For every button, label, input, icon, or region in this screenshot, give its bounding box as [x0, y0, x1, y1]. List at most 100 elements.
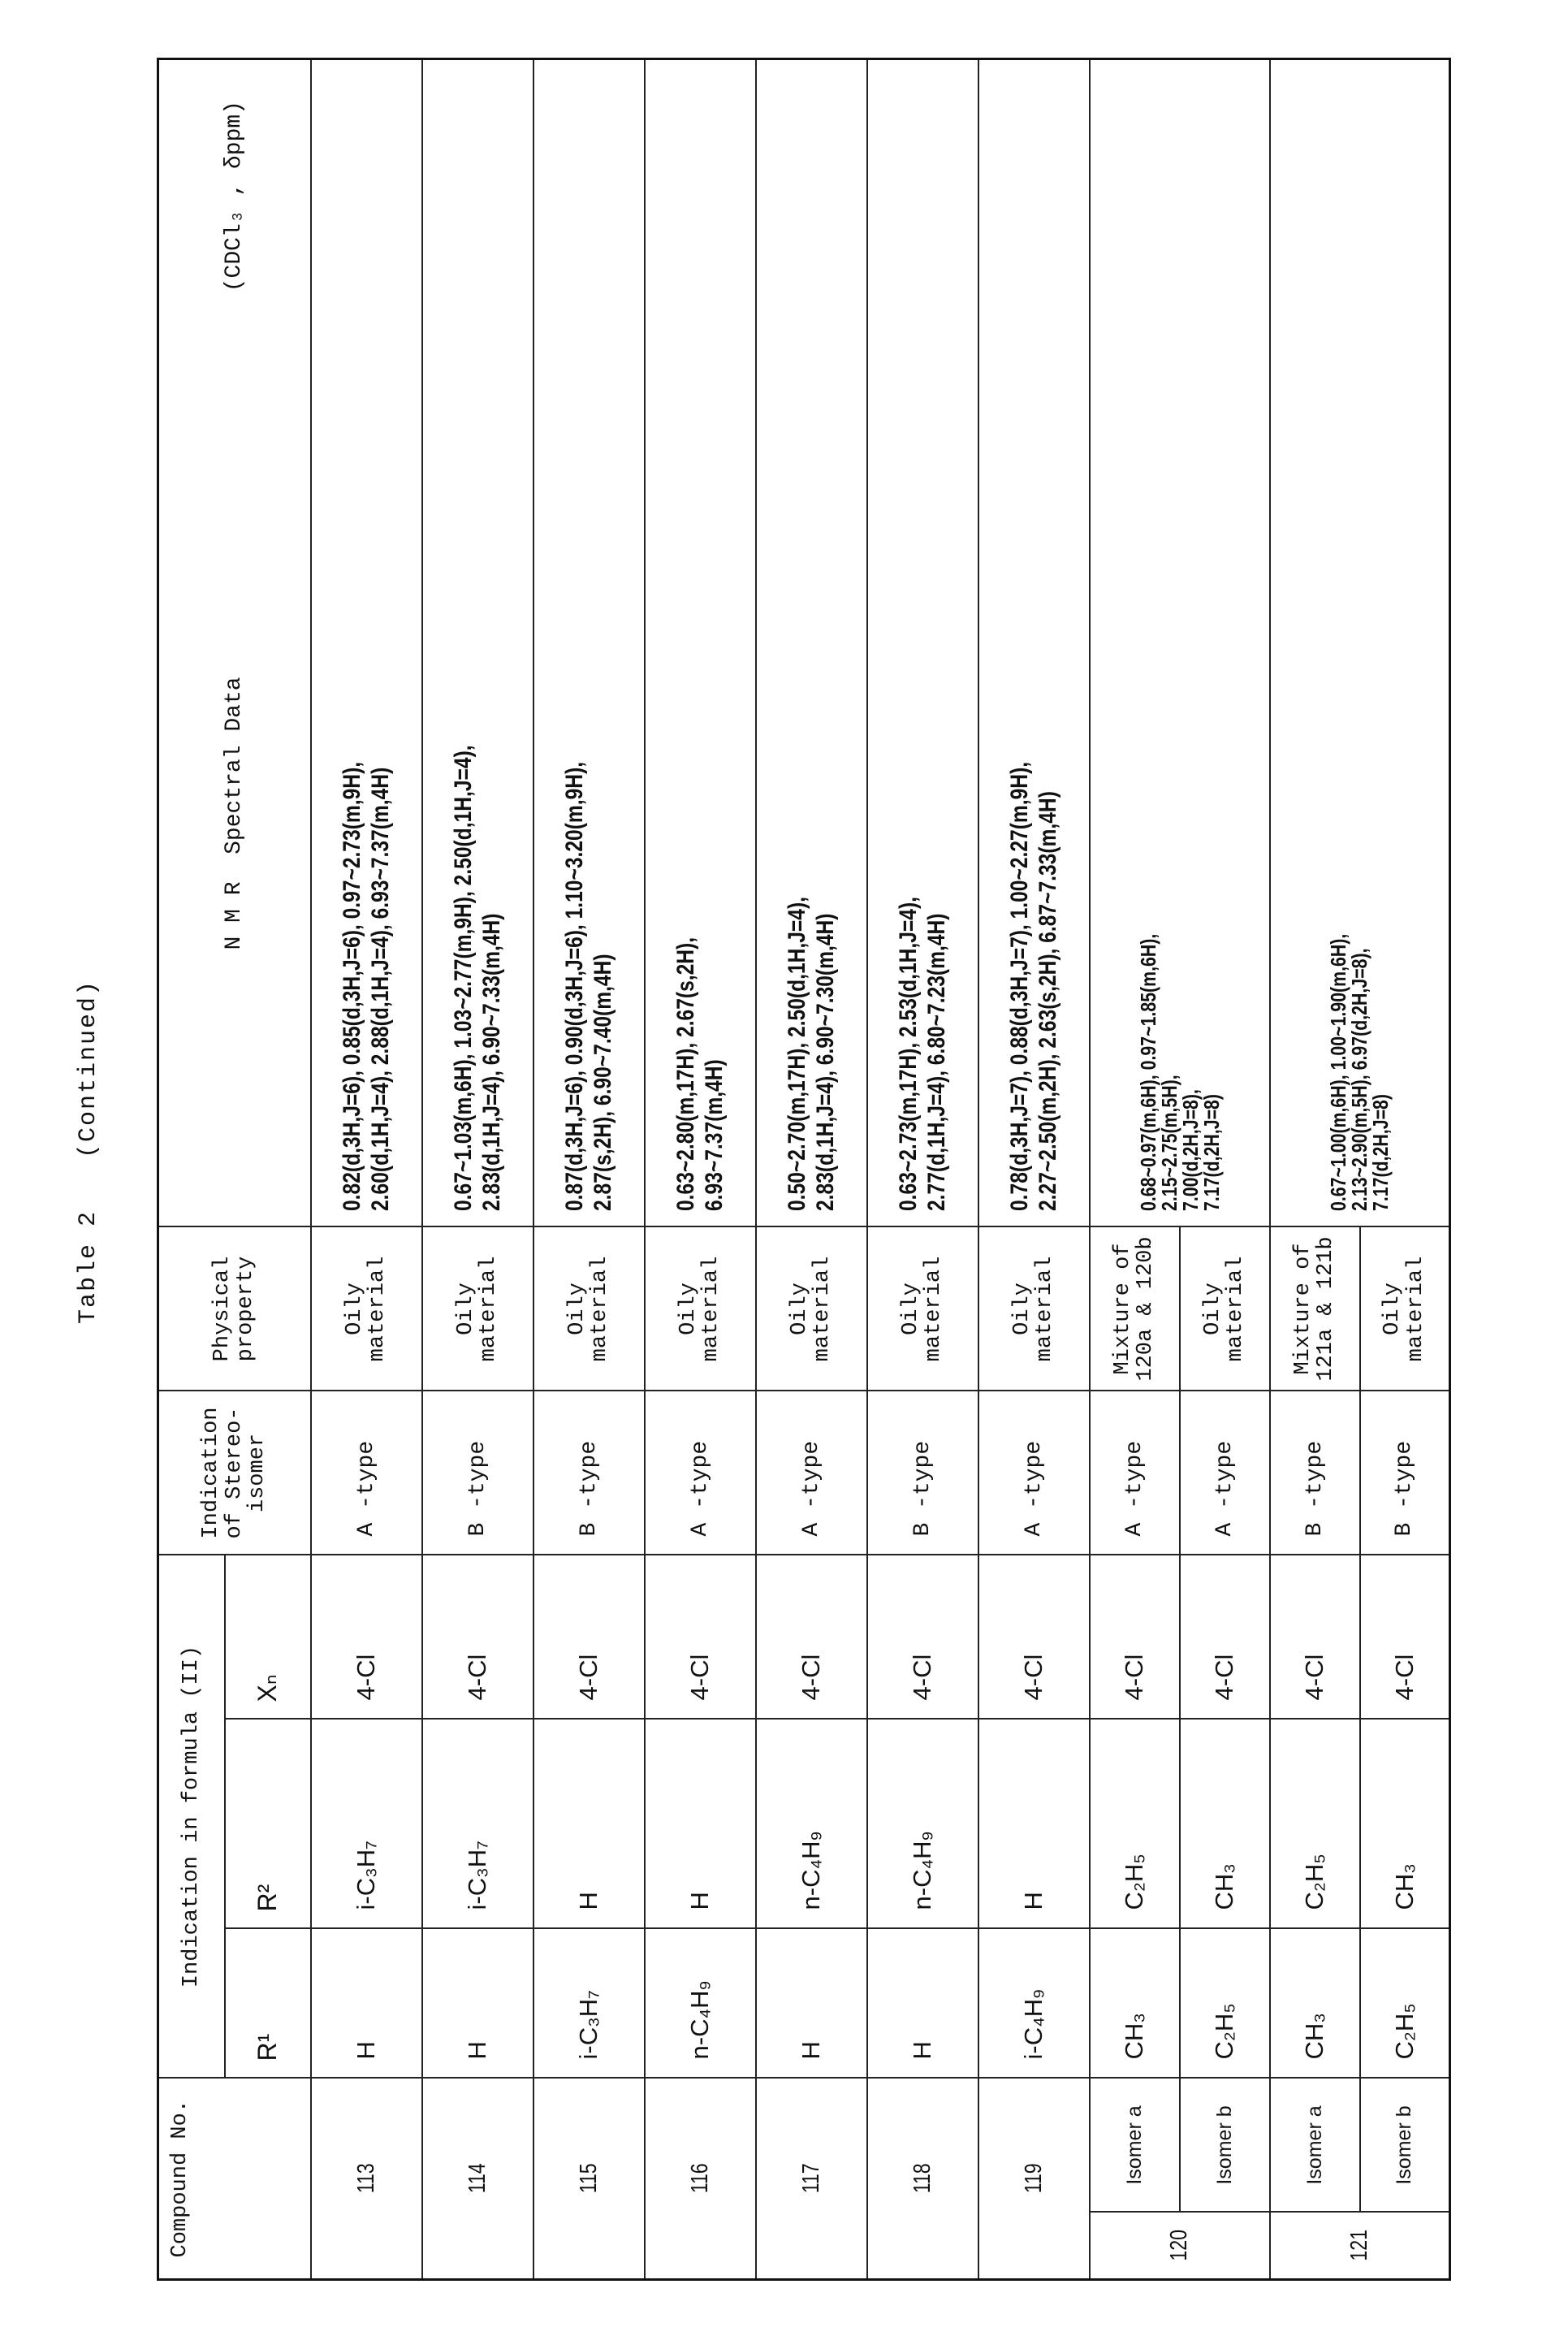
table-row: 119i-C₄H₉H4-ClA -typeOily material0.78(d… [978, 59, 1090, 2280]
nmr-line: 2.13~2.90(m,5H), 6.97(d,2H,J=8), [1349, 267, 1370, 1211]
xn-cell: 4-Cl [1180, 1555, 1270, 1720]
physical-cell: Mixture of 121a & 121b [1270, 1227, 1360, 1391]
r1-cell: n-C₄H₉ [645, 1929, 756, 2079]
xn-cell: 4-Cl [978, 1555, 1090, 1720]
xn-cell: 4-Cl [1090, 1555, 1180, 1720]
table-label: Table 2 [75, 1210, 102, 1324]
physical-cell: Oily material [645, 1227, 756, 1391]
nmr-cell: 0.67~1.00(m,6H), 1.00~1.90(m,6H),2.13~2.… [1270, 59, 1450, 1227]
table-row: 113 Hi-C₃H₇4-ClA -typeOily material 0.82(d… [311, 59, 422, 2280]
physical-cell: Oily material [867, 1227, 978, 1391]
compound-no: 118 [867, 2098, 978, 2259]
nmr-line: 0.87(d,3H,J=6), 0.90(d,3H,J=6), 1.10~3.2… [560, 267, 589, 1211]
r1-cell: H [867, 1929, 978, 2079]
stereo-cell: A -type [756, 1391, 867, 1555]
r1-cell: C₂H₅ [1360, 1929, 1450, 2079]
xn-cell: 4-Cl [422, 1555, 533, 1720]
header-xn: Xₙ [225, 1555, 311, 1720]
compound-table: Compound No. Indication in formula (II) … [157, 58, 1451, 2281]
table-row: 116n-C₄H₉H4-ClA -typeOily material0.63~2… [645, 59, 756, 2280]
header-formula-group: Indication in formula (II) [158, 1555, 225, 2079]
nmr-line: 0.50~2.70(m,17H), 2.50(d,1H,J=4), [783, 267, 811, 1211]
physical-cell: Oily material [311, 1227, 422, 1391]
header-nmr-label: N M R Spectral Data [222, 677, 246, 950]
xn-cell: 4-Cl [533, 1555, 645, 1720]
stereo-cell: B -type [1360, 1391, 1450, 1555]
nmr-cell: 0.82(d,3H,J=6), 0.85(d,3H,J=6), 0.97~2.7… [311, 59, 422, 1227]
stereo-cell: B -type [1270, 1391, 1360, 1555]
stereo-cell: A -type [978, 1391, 1090, 1555]
nmr-line: 7.17(d,2H,J=8) [1370, 267, 1391, 1211]
nmr-cell: 0.78(d,3H,J=7), 0.88(d,3H,J=7), 1.00~2.2… [978, 59, 1090, 1227]
header-r2: R² [225, 1720, 311, 1929]
r2-cell: CH₃ [1360, 1720, 1450, 1929]
header-physical: Physical property [158, 1227, 311, 1391]
compound-no: 115 [533, 2098, 645, 2259]
header-nmr-units: (CDCl₃ , δppm) [222, 101, 246, 292]
physical-cell: Oily material [756, 1227, 867, 1391]
isomer-label: Isomer a [1090, 2079, 1180, 2213]
table-row-isomer: 121Isomer aCH₃C₂H₅4-ClB -typeMixture of … [1270, 59, 1360, 2280]
nmr-cell: 0.87(d,3H,J=6), 0.90(d,3H,J=6), 1.10~3.2… [533, 59, 645, 1227]
nmr-cell: 0.63~2.80(m,17H), 2.67(s,2H),6.93~7.37(m… [645, 59, 756, 1227]
compound-no: 119 [978, 2098, 1090, 2259]
nmr-line: 0.63~2.73(m,17H), 2.53(d,1H,J=4), [894, 267, 922, 1211]
r2-cell: C₂H₅ [1270, 1720, 1360, 1929]
stereo-cell: A -type [645, 1391, 756, 1555]
r1-cell: H [756, 1929, 867, 2079]
nmr-line: 7.17(d,2H,J=8) [1201, 267, 1222, 1211]
nmr-line: 2.83(d,1H,J=4), 6.90~7.30(m,4H) [811, 267, 840, 1211]
physical-cell: Oily material [533, 1227, 645, 1391]
nmr-line: 0.68~0.97(m,6H), 0.97~1.85(m,6H), [1138, 267, 1159, 1211]
r2-cell: n-C₄H₉ [867, 1720, 978, 1929]
nmr-line: 2.27~2.50(m,2H), 2.63(s,2H), 6.87~7.33(m… [1034, 267, 1062, 1211]
nmr-line: 0.67~1.03(m,6H), 1.03~2.77(m,9H), 2.50(d… [449, 267, 477, 1211]
stereo-cell: A -type [1090, 1391, 1180, 1555]
xn-cell: 4-Cl [1360, 1555, 1450, 1720]
r1-cell: C₂H₅ [1180, 1929, 1270, 2079]
nmr-line: 2.83(d,1H,J=4), 6.90~7.33(m,4H) [477, 267, 506, 1211]
nmr-line: 0.82(d,3H,J=6), 0.85(d,3H,J=6), 0.97~2.7… [338, 267, 366, 1211]
r1-cell: i-C₃H₇ [533, 1929, 645, 2079]
isomer-label: Isomer a [1270, 2079, 1360, 2213]
r1-cell: CH₃ [1270, 1929, 1360, 2079]
xn-cell: 4-Cl [867, 1555, 978, 1720]
header-nmr: N M R Spectral Data (CDCl₃ , δppm) [158, 59, 311, 1227]
compound-no: 120 [1090, 2219, 1270, 2273]
nmr-cell: 0.68~0.97(m,6H), 0.97~1.85(m,6H),2.15~2.… [1090, 59, 1270, 1227]
nmr-line: 7.00(d,2H,J=8), [1180, 267, 1201, 1211]
r2-cell: i-C₃H₇ [422, 1720, 533, 1929]
r1-cell: i-C₄H₉ [978, 1929, 1090, 2079]
nmr-line: 2.87(s,2H), 6.90~7.40(m,4H) [589, 267, 617, 1211]
header-r1: R¹ [225, 1929, 311, 2079]
xn-cell: 4-Cl [1270, 1555, 1360, 1720]
stereo-cell: B -type [422, 1391, 533, 1555]
stereo-cell: A -type [311, 1391, 422, 1555]
xn-cell: 4-Cl [311, 1555, 422, 1720]
nmr-line: 0.78(d,3H,J=7), 0.88(d,3H,J=7), 1.00~2.2… [1005, 267, 1034, 1211]
stereo-cell: B -type [533, 1391, 645, 1555]
r1-cell: H [311, 1929, 422, 2079]
physical-cell: Oily material [1180, 1227, 1270, 1391]
nmr-cell: 0.63~2.73(m,17H), 2.53(d,1H,J=4),2.77(d,… [867, 59, 978, 1227]
r2-cell: i-C₃H₇ [311, 1720, 422, 1929]
r2-cell: H [533, 1720, 645, 1929]
nmr-line: 2.60(d,1H,J=4), 2.88(d,1H,J=4), 6.93~7.3… [366, 267, 395, 1211]
header-stereo: Indication of Stereo-isomer [158, 1391, 311, 1555]
table-row-isomer: 120Isomer aCH₃C₂H₅4-ClA -typeMixture of … [1090, 59, 1180, 2280]
table-title: Table 2 (Continued) [75, 0, 102, 2336]
physical-cell: Oily material [422, 1227, 533, 1391]
physical-cell: Oily material [1360, 1227, 1450, 1391]
compound-no: 116 [645, 2098, 756, 2259]
nmr-line: 2.77(d,1H,J=4), 6.80~7.23(m,4H) [922, 267, 951, 1211]
xn-cell: 4-Cl [645, 1555, 756, 1720]
stereo-cell: A -type [1180, 1391, 1270, 1555]
table-row: 117Hn-C₄H₉4-ClA -typeOily material0.50~2… [756, 59, 867, 2280]
r2-cell: n-C₄H₉ [756, 1720, 867, 1929]
r1-cell: H [422, 1929, 533, 2079]
compound-no: 113 [311, 2098, 422, 2259]
table-body: 113Hi-C₃H₇4-ClA -typeOily material0.82(d… [311, 59, 1450, 2280]
compound-no: 114 [422, 2098, 533, 2259]
table-row: 114 Hi-C₃H₇4-ClB -typeOily material 0.67~1… [422, 59, 533, 2280]
isomer-label: Isomer b [1360, 2079, 1450, 2213]
